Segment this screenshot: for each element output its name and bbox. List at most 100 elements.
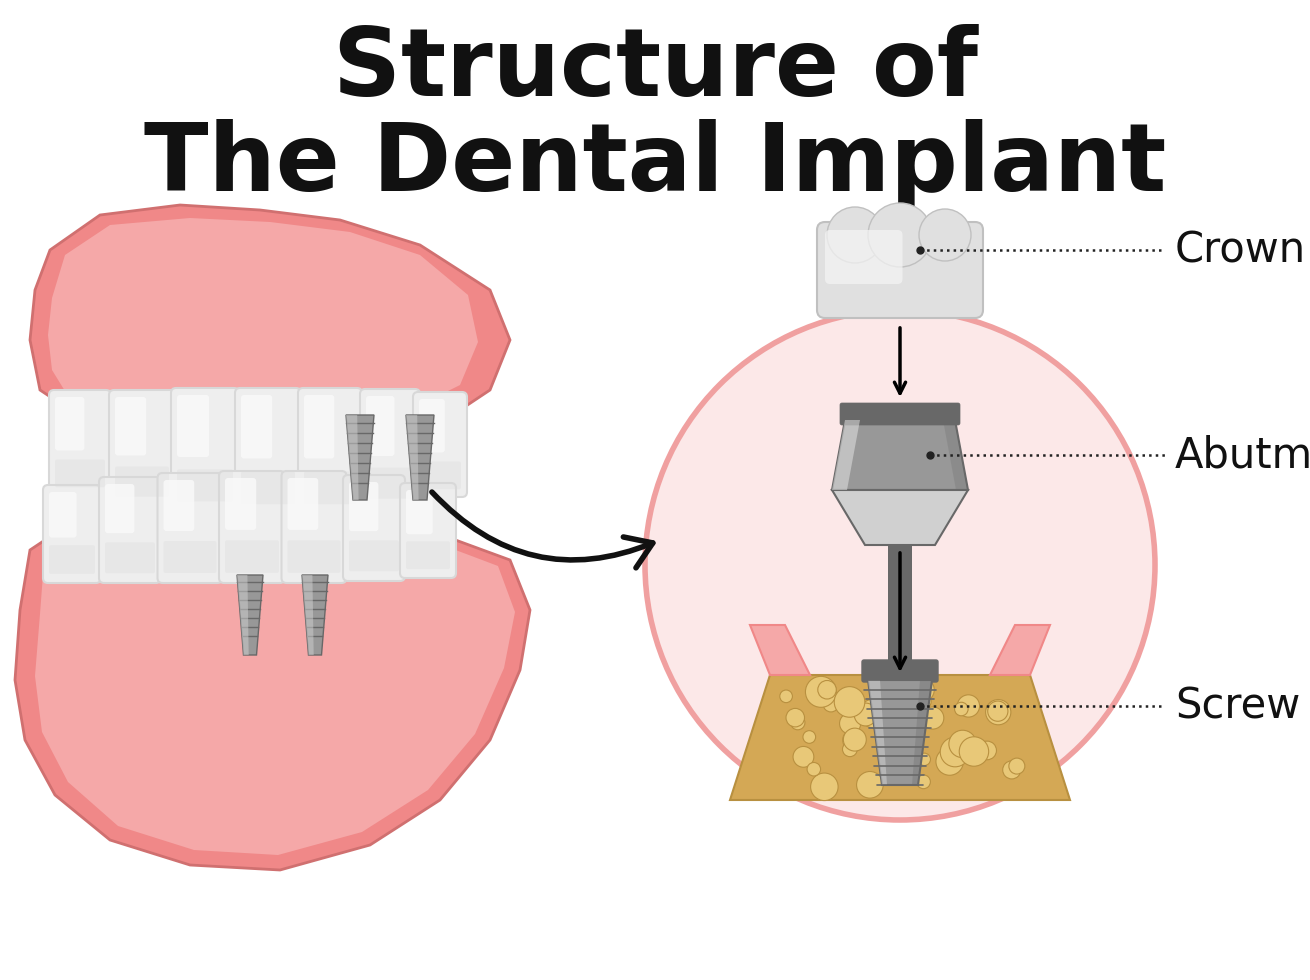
Polygon shape xyxy=(912,680,931,785)
FancyBboxPatch shape xyxy=(419,462,461,489)
Polygon shape xyxy=(751,625,810,675)
Circle shape xyxy=(888,730,909,750)
Text: Screw: Screw xyxy=(1175,685,1301,727)
Polygon shape xyxy=(869,680,887,785)
FancyBboxPatch shape xyxy=(287,478,318,530)
FancyBboxPatch shape xyxy=(400,483,456,578)
Circle shape xyxy=(823,696,838,711)
Circle shape xyxy=(807,762,820,776)
Circle shape xyxy=(854,703,878,726)
Polygon shape xyxy=(14,518,531,870)
FancyBboxPatch shape xyxy=(234,388,301,513)
Polygon shape xyxy=(237,575,249,655)
Circle shape xyxy=(859,699,888,728)
FancyBboxPatch shape xyxy=(297,388,362,513)
Circle shape xyxy=(645,310,1155,820)
FancyBboxPatch shape xyxy=(304,395,334,459)
Polygon shape xyxy=(48,218,478,408)
Circle shape xyxy=(1009,759,1024,774)
FancyBboxPatch shape xyxy=(219,471,286,583)
FancyBboxPatch shape xyxy=(282,471,347,583)
FancyBboxPatch shape xyxy=(343,475,405,581)
Polygon shape xyxy=(990,625,1051,675)
Polygon shape xyxy=(303,575,328,655)
FancyBboxPatch shape xyxy=(413,392,466,497)
FancyBboxPatch shape xyxy=(55,460,105,487)
FancyBboxPatch shape xyxy=(840,403,960,425)
FancyBboxPatch shape xyxy=(225,478,257,530)
FancyBboxPatch shape xyxy=(115,397,147,456)
FancyBboxPatch shape xyxy=(177,395,210,457)
Polygon shape xyxy=(832,420,859,490)
Polygon shape xyxy=(943,420,968,490)
Circle shape xyxy=(985,700,1011,725)
FancyBboxPatch shape xyxy=(225,540,279,573)
FancyBboxPatch shape xyxy=(48,390,111,495)
Polygon shape xyxy=(869,680,931,785)
Circle shape xyxy=(834,687,865,717)
Circle shape xyxy=(844,728,866,751)
FancyBboxPatch shape xyxy=(164,541,216,573)
Circle shape xyxy=(779,690,793,703)
Circle shape xyxy=(857,771,883,798)
Circle shape xyxy=(948,730,976,758)
FancyBboxPatch shape xyxy=(862,660,938,682)
Circle shape xyxy=(842,730,863,751)
Circle shape xyxy=(955,703,968,715)
Circle shape xyxy=(959,737,989,766)
Circle shape xyxy=(869,203,931,267)
Circle shape xyxy=(880,684,907,710)
FancyBboxPatch shape xyxy=(365,467,414,499)
FancyBboxPatch shape xyxy=(177,469,233,502)
Circle shape xyxy=(916,694,931,709)
Text: Crown: Crown xyxy=(1175,229,1306,271)
FancyBboxPatch shape xyxy=(287,540,341,573)
Circle shape xyxy=(817,680,836,699)
Polygon shape xyxy=(730,675,1070,800)
Circle shape xyxy=(941,737,969,766)
Polygon shape xyxy=(237,575,263,655)
Circle shape xyxy=(958,695,980,717)
Text: Abutment: Abutment xyxy=(1175,434,1310,476)
Circle shape xyxy=(811,773,838,801)
Circle shape xyxy=(793,747,814,767)
Circle shape xyxy=(917,775,930,789)
FancyBboxPatch shape xyxy=(48,545,96,574)
Circle shape xyxy=(1002,760,1020,779)
Polygon shape xyxy=(346,415,373,500)
FancyBboxPatch shape xyxy=(157,473,223,583)
FancyBboxPatch shape xyxy=(105,542,155,573)
Polygon shape xyxy=(30,205,510,420)
FancyBboxPatch shape xyxy=(164,480,194,531)
FancyBboxPatch shape xyxy=(304,471,356,505)
Circle shape xyxy=(840,712,861,734)
FancyBboxPatch shape xyxy=(100,477,161,583)
Polygon shape xyxy=(406,415,419,500)
FancyBboxPatch shape xyxy=(348,540,400,571)
Circle shape xyxy=(791,715,804,730)
FancyBboxPatch shape xyxy=(109,390,176,505)
FancyBboxPatch shape xyxy=(241,395,272,459)
FancyBboxPatch shape xyxy=(365,396,394,456)
Circle shape xyxy=(806,676,836,708)
FancyBboxPatch shape xyxy=(360,389,421,507)
FancyBboxPatch shape xyxy=(406,541,451,569)
FancyBboxPatch shape xyxy=(115,466,169,497)
FancyBboxPatch shape xyxy=(48,492,76,538)
Circle shape xyxy=(988,701,1007,721)
FancyBboxPatch shape xyxy=(172,388,238,510)
Polygon shape xyxy=(35,526,515,855)
Text: The Dental Implant: The Dental Implant xyxy=(144,119,1166,211)
FancyBboxPatch shape xyxy=(241,471,295,505)
Circle shape xyxy=(922,707,943,729)
Circle shape xyxy=(786,709,804,727)
Circle shape xyxy=(920,209,971,261)
Circle shape xyxy=(918,754,930,765)
FancyBboxPatch shape xyxy=(55,397,84,451)
FancyBboxPatch shape xyxy=(406,490,432,534)
FancyBboxPatch shape xyxy=(419,399,445,453)
Polygon shape xyxy=(303,575,313,655)
FancyBboxPatch shape xyxy=(105,484,135,533)
Text: Structure of: Structure of xyxy=(333,24,977,116)
Polygon shape xyxy=(832,490,968,545)
